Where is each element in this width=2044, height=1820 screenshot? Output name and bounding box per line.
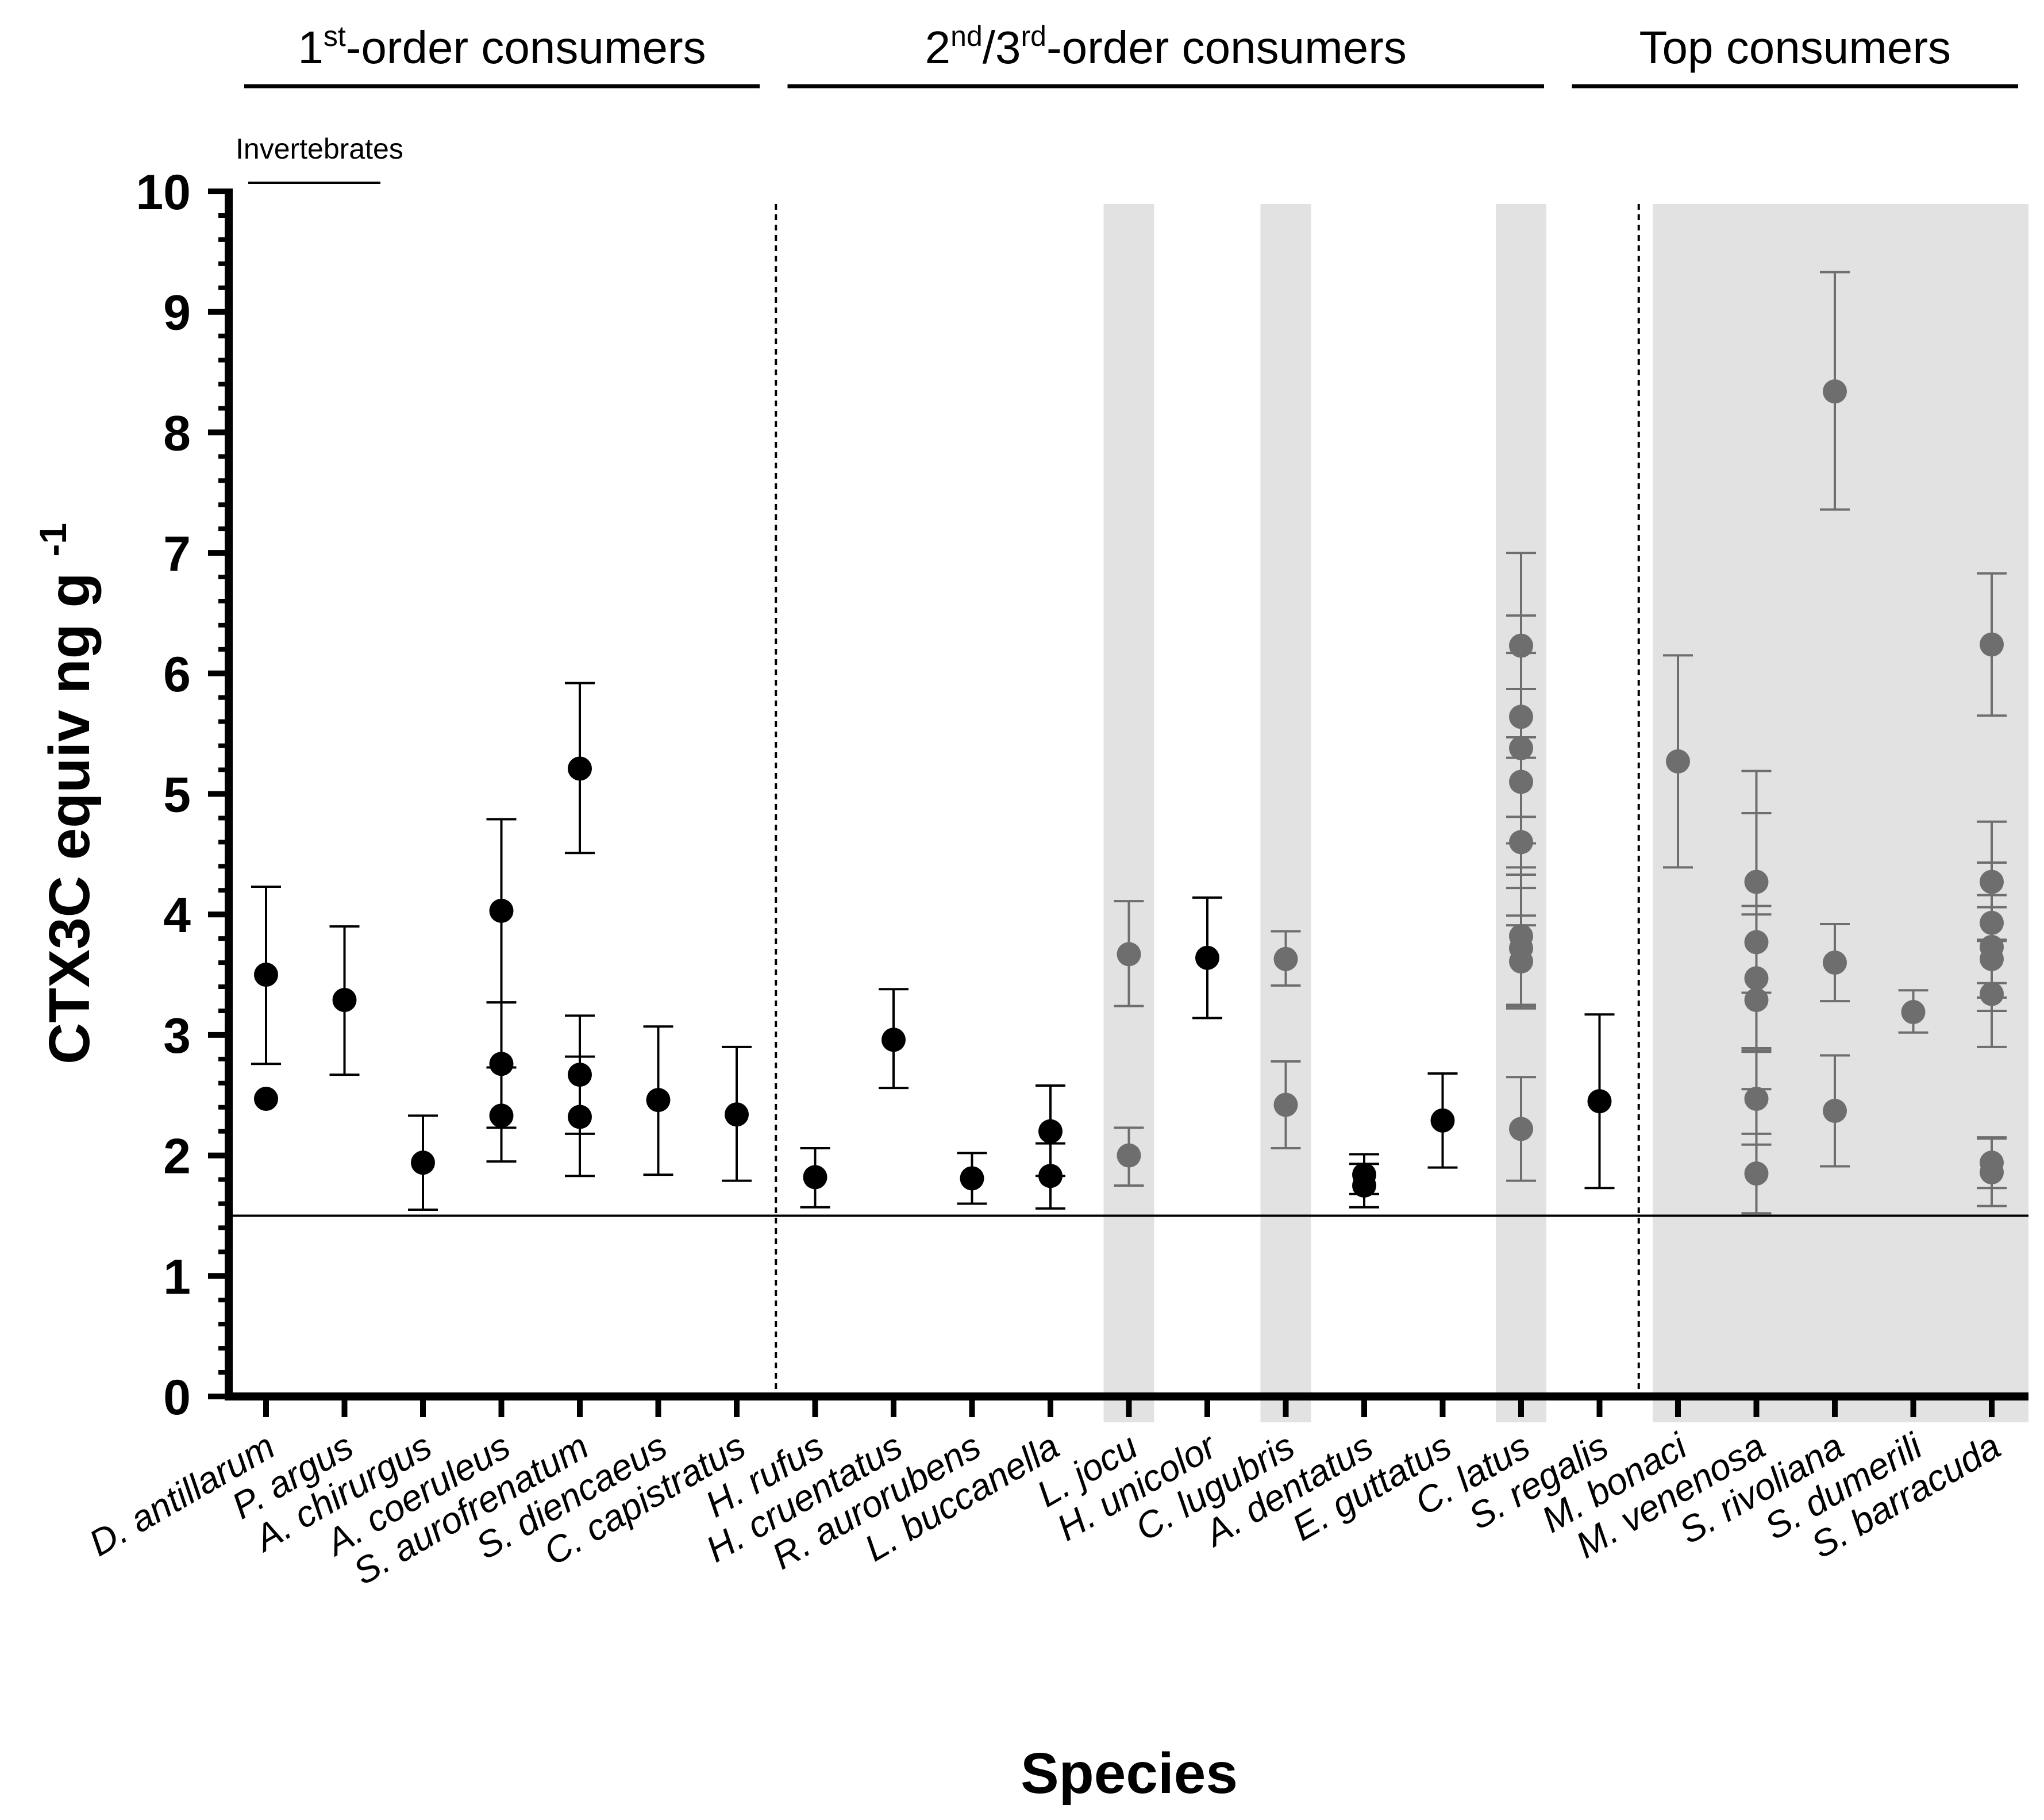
y-axis-title: CTX3C equiv ng g -1 [32,523,102,1064]
marker [1273,1092,1298,1117]
marker [1038,1164,1063,1188]
data-point [565,1055,595,1178]
marker [568,1105,592,1129]
data-point [254,1087,278,1111]
group-label: Top consumers [1639,22,1951,73]
data-points [251,271,2007,1215]
marker [1038,1119,1063,1144]
marker [1352,1173,1376,1198]
data-point [486,1066,517,1163]
data-point [1506,1076,1536,1182]
marker [1980,632,2004,657]
data-point [1741,1051,1772,1146]
axis-titles: CTX3C equiv ng g -1 Species [32,523,1238,1806]
data-point [1271,930,1301,987]
y-tick-label: 4 [163,888,191,943]
marker [882,1028,906,1052]
marker [1823,951,1847,975]
group-headers: 1st-order consumers 2nd/3rd-order consume… [236,20,2018,184]
marker [1823,379,1847,404]
marker [1744,1087,1769,1111]
marker [960,1166,984,1191]
data-point [1977,1137,2007,1207]
y-tick-label: 8 [163,406,191,461]
marker [1744,988,1769,1013]
data-point [1192,896,1222,1019]
marker [489,1103,514,1128]
data-point [251,885,281,1065]
marker [646,1088,671,1113]
y-tick-label: 7 [163,526,191,582]
y-tick-label: 6 [163,647,191,702]
shade-band [1653,204,2028,1422]
data-point [800,1147,830,1209]
data-point [1898,989,1928,1034]
marker [411,1151,435,1175]
data-point [957,1152,987,1205]
data-point [408,1114,438,1211]
data-point [643,1025,673,1176]
data-point [1349,1163,1379,1209]
marker [332,988,357,1013]
data-point [565,682,595,855]
data-point [879,988,909,1090]
data-point [1977,572,2007,717]
marker [1509,1117,1533,1141]
y-tick-label: 10 [136,165,191,220]
x-axis-title: Species [1021,1741,1238,1806]
marker [1901,1000,1926,1025]
data-point [1271,1060,1301,1150]
group-label: 2nd/3rd-order consumers [925,20,1407,73]
y-tick-label: 5 [163,768,191,823]
data-point [1820,922,1850,1003]
shade-bands [1103,204,2028,1422]
marker [1195,945,1219,970]
marker [1823,1099,1847,1123]
marker [1509,949,1533,974]
marker [489,898,514,923]
marker [568,756,592,781]
group-label: 1st-order consumers [298,20,706,73]
data-point [1977,938,2007,1048]
marker [1980,982,2004,1006]
data-point [1820,1054,1850,1168]
marker [1117,1143,1141,1168]
data-point [1114,1126,1144,1187]
marker [1744,1161,1769,1186]
marker [1587,1089,1612,1114]
data-point [1506,914,1536,1007]
marker [254,963,278,987]
y-tick-label: 1 [163,1249,191,1305]
y-tick-label: 0 [163,1370,191,1425]
invertebrates-label: Invertebrates [236,133,403,165]
y-tick-label: 9 [163,286,191,341]
marker [1666,749,1690,774]
marker [489,1052,514,1076]
data-point [1584,1013,1615,1190]
marker [1273,946,1298,971]
y-tick-label: 3 [163,1009,191,1064]
marker [254,1087,278,1111]
shade-band [1260,204,1311,1422]
data-point [1663,654,1693,869]
shade-band [1103,204,1154,1422]
data-point [1741,1132,1772,1215]
data-point [486,818,517,1004]
marker [1430,1108,1455,1133]
y-tick-label: 2 [163,1129,191,1184]
marker [725,1102,749,1127]
marker [1117,942,1141,967]
marker [1509,830,1533,855]
data-point [1114,900,1144,1007]
group-dividers [775,204,1640,1396]
marker [803,1165,827,1190]
data-point [1820,271,1850,511]
data-point [1036,1142,1065,1210]
data-point [1427,1072,1458,1169]
marker [1980,1160,2004,1184]
data-point [329,925,360,1076]
data-point [722,1045,752,1182]
